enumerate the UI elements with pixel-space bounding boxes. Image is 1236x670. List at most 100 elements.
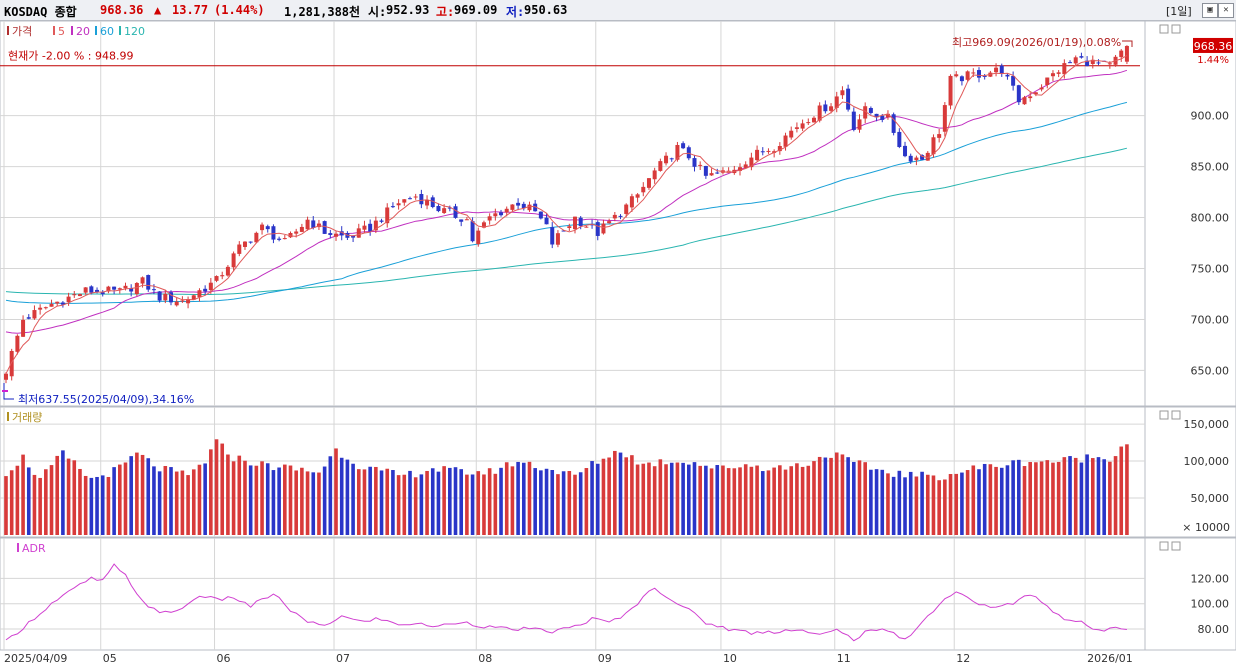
- volume-bar: [396, 475, 401, 535]
- candle-body: [567, 226, 572, 228]
- legend-swatch: [119, 26, 121, 35]
- volume-bar: [1085, 454, 1089, 535]
- volume-bar: [226, 454, 230, 535]
- candle-body: [1028, 96, 1033, 99]
- candle-body: [760, 151, 765, 153]
- candle-body: [1107, 63, 1112, 65]
- candle-body: [316, 223, 321, 228]
- candle-body: [265, 226, 270, 230]
- volume-bar: [937, 480, 941, 535]
- high-value: 969.09: [454, 3, 498, 17]
- volume-bar: [1039, 461, 1044, 535]
- candle-body: [1005, 74, 1010, 77]
- volume-bar: [26, 467, 31, 535]
- candle-body: [994, 67, 999, 73]
- volume-bar: [294, 470, 298, 535]
- candle-body: [197, 290, 202, 298]
- candle-body: [32, 310, 37, 319]
- candle-body: [891, 114, 896, 133]
- high-label: 고:: [436, 5, 455, 19]
- volume-bar: [191, 469, 196, 535]
- candle-body: [481, 222, 486, 228]
- candle-body: [829, 106, 834, 111]
- volume-bar: [1068, 456, 1072, 535]
- volume-bar: [561, 471, 566, 535]
- date-tick-label: 11: [837, 652, 851, 665]
- candle-body: [703, 165, 708, 176]
- volume-bar: [624, 457, 629, 535]
- volume-bar: [157, 471, 162, 535]
- volume-bar: [465, 474, 469, 535]
- volume-bar: [510, 466, 515, 535]
- volume-bar: [857, 460, 862, 535]
- candle-body: [726, 170, 731, 172]
- volume-bar: [135, 452, 139, 535]
- candle-body: [840, 90, 845, 96]
- reference-price-label: 현재가 -2.00 % : 948.99: [8, 50, 133, 63]
- adr-tick-label: 100.00: [1191, 598, 1230, 611]
- candle-body: [692, 158, 697, 167]
- candle-body: [419, 194, 424, 205]
- candle-body: [191, 295, 196, 300]
- candle-body: [885, 113, 890, 118]
- volume-bar: [806, 465, 811, 535]
- legend-label: 5: [58, 25, 65, 38]
- volume-bar: [897, 470, 902, 535]
- date-tick-label: 10: [723, 652, 737, 665]
- volume-bar: [1113, 456, 1118, 535]
- volume-bar: [795, 463, 799, 535]
- candle-body: [282, 238, 287, 240]
- period-selector[interactable]: [1일]: [1166, 5, 1192, 18]
- candle-body: [396, 203, 401, 206]
- volume-bar: [891, 476, 896, 535]
- restore-window-icon[interactable]: ▣: [1202, 3, 1218, 18]
- volume-bar: [664, 464, 668, 535]
- candle-body: [635, 194, 640, 198]
- candle-body: [1096, 62, 1101, 64]
- volume-bar: [351, 463, 355, 535]
- current-change-axis-label: 1.44%: [1197, 55, 1229, 66]
- candle-body: [373, 220, 378, 231]
- candle-body: [942, 105, 947, 132]
- volume-bar: [1108, 461, 1112, 535]
- candle-body: [21, 319, 26, 337]
- volume-bar: [692, 462, 697, 535]
- low-label: 저:: [506, 5, 525, 19]
- volume-bar: [601, 458, 606, 535]
- volume-bar: [1119, 446, 1124, 535]
- candle-body: [1050, 73, 1055, 77]
- candle-body: [134, 282, 139, 295]
- volume-bar: [874, 469, 879, 535]
- close-window-icon[interactable]: ✕: [1218, 3, 1234, 18]
- volume-bar: [567, 470, 572, 535]
- volume-bar: [556, 474, 560, 535]
- candle-body: [937, 134, 942, 138]
- volume-bar: [112, 467, 116, 535]
- volume-bar: [66, 458, 71, 535]
- candle-body: [186, 299, 191, 304]
- date-tick-label: 2026/01: [1087, 652, 1133, 665]
- price-tick-label: 800.00: [1191, 212, 1230, 225]
- candle-body: [407, 198, 412, 200]
- candle-body: [1090, 59, 1095, 64]
- volume-bar: [55, 455, 60, 535]
- candle-body: [15, 335, 20, 352]
- volume-bar: [1125, 444, 1129, 535]
- candle-body: [982, 75, 987, 77]
- candle-body: [954, 74, 959, 77]
- volume-bar: [288, 465, 293, 535]
- volume-bar: [413, 477, 418, 535]
- open-label: 시:: [368, 5, 387, 19]
- candle-body: [675, 144, 680, 160]
- volume-bar: [100, 475, 105, 535]
- volume-bar: [140, 454, 145, 535]
- volume-bar: [920, 471, 924, 535]
- candle-body: [157, 291, 162, 301]
- candle-body: [755, 149, 760, 161]
- volume-bar: [237, 455, 242, 535]
- volume-bar: [72, 460, 77, 535]
- symbol-name: KOSDAQ 종합: [4, 5, 77, 19]
- candle-body: [254, 232, 259, 243]
- high-marker-arrow-icon: [1122, 40, 1133, 47]
- candle-body: [783, 135, 788, 147]
